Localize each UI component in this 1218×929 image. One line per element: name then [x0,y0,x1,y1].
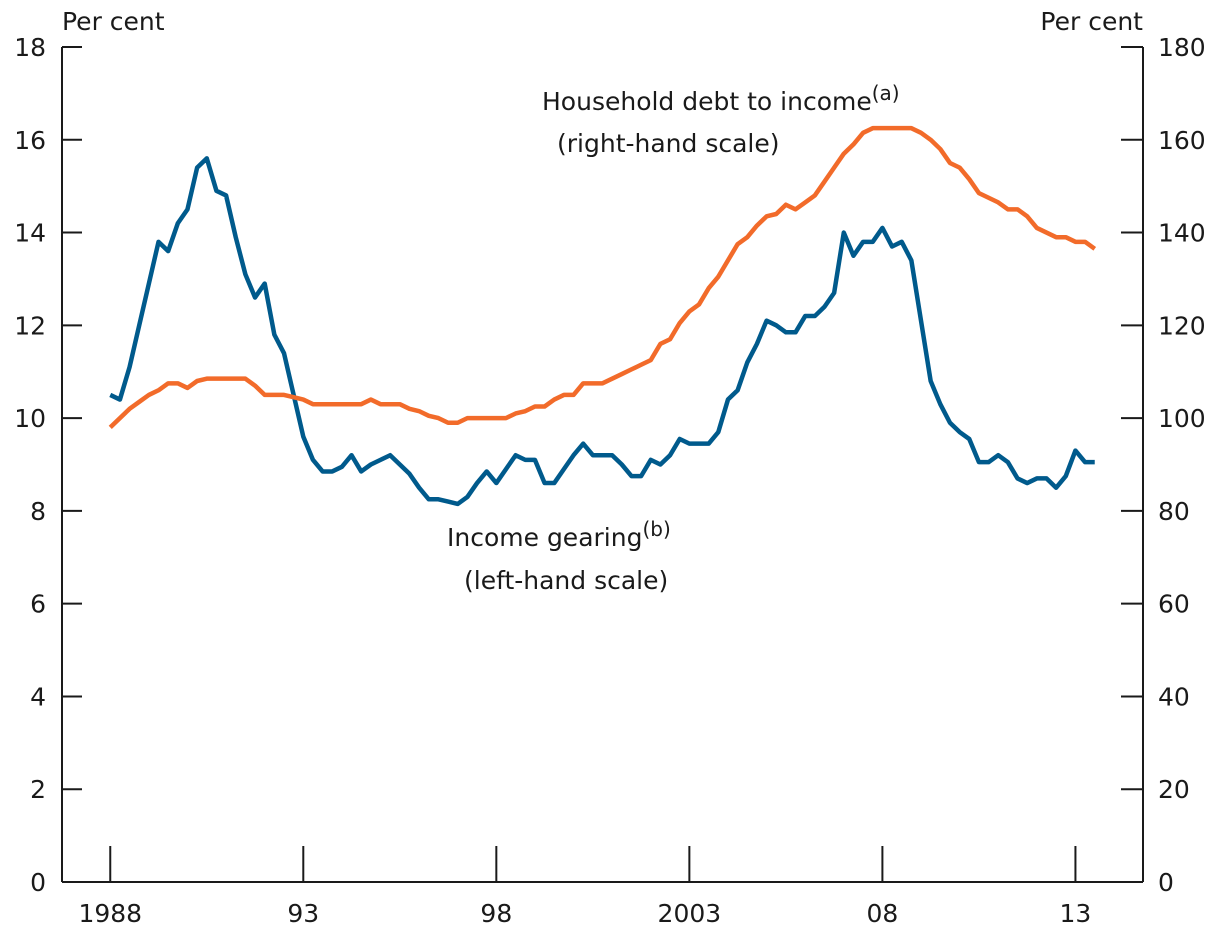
annotation-text: Income gearing [447,523,642,552]
annotation-scale: (left-hand scale) [464,566,668,595]
y2-tick-label: 140 [1158,219,1206,248]
y-tick-label: 14 [14,219,46,248]
series-line [108,125,1097,430]
y2-tick-label: 0 [1158,868,1174,897]
y2-tick-label: 180 [1158,33,1206,62]
y2-tick-label: 160 [1158,126,1206,155]
x-tick-label: 08 [866,899,898,928]
y-tick-label: 18 [14,33,46,62]
x-tick-label: 1988 [78,899,142,928]
series-line [109,156,1095,507]
y-tick-label: 6 [30,590,46,619]
y-tick-label: 10 [14,404,46,433]
y-tick-label: 12 [14,311,46,340]
x-tick-label: 98 [480,899,512,928]
annotation: Household debt to income(a) [542,81,900,116]
x-tick-label: 93 [287,899,319,928]
y-tick-label: 4 [30,682,46,711]
y-tick-label: 8 [30,497,46,526]
x-tick-label: 2003 [658,899,722,928]
annotation-note: (b) [642,517,670,541]
x-tick-label: 13 [1060,899,1092,928]
y-tick-label: 2 [30,775,46,804]
y2-axis-label: Per cent [1040,7,1143,36]
y2-tick-label: 20 [1158,775,1190,804]
y2-tick-label: 60 [1158,590,1190,619]
annotation-scale: (right-hand scale) [557,129,780,158]
y2-tick-label: 80 [1158,497,1190,526]
y-tick-label: 0 [30,868,46,897]
annotation-note: (a) [872,81,900,105]
annotation-text: Household debt to income [542,87,872,116]
y-tick-label: 16 [14,126,46,155]
y-axis-label: Per cent [62,7,165,36]
annotation: Income gearing(b) [447,517,671,552]
y2-tick-label: 120 [1158,311,1206,340]
y2-tick-label: 40 [1158,682,1190,711]
y2-tick-label: 100 [1158,404,1206,433]
